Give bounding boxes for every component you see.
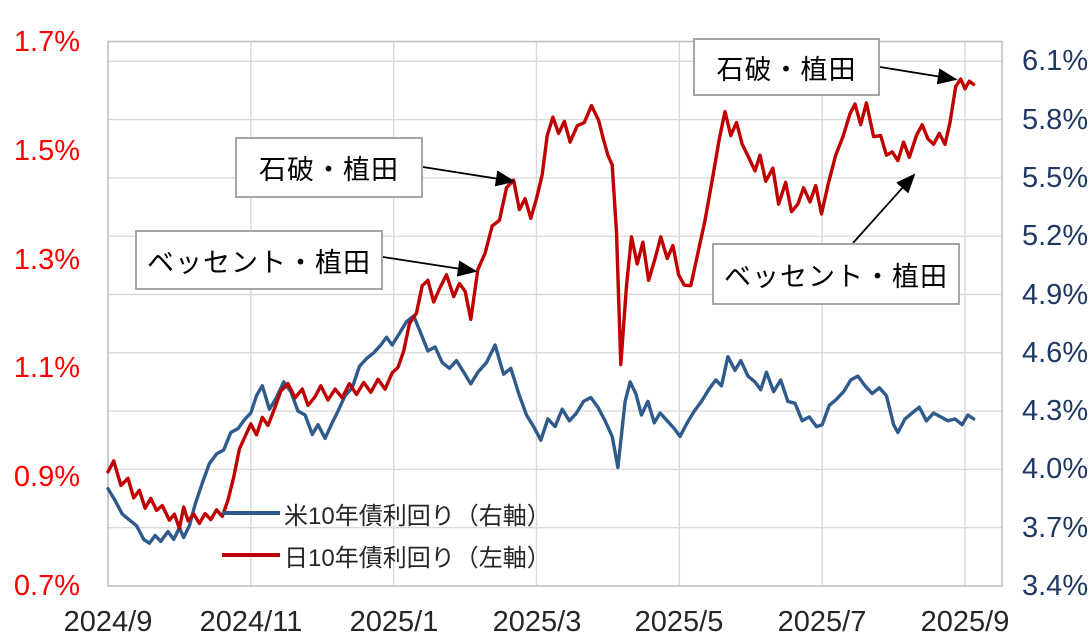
annotation-arrow — [879, 66, 958, 85]
right-axis-tick: 4.3% — [1022, 395, 1089, 427]
right-axis-tick: 4.0% — [1022, 453, 1089, 485]
x-axis-tick: 2024/11 — [199, 606, 303, 638]
us-10y-line — [106, 314, 976, 545]
legend-label-jp: 日10年債利回り（左軸） — [284, 544, 551, 572]
x-axis-tick: 2025/9 — [920, 606, 1010, 638]
legend-item-jp: 日10年債利回り（左軸） — [222, 534, 551, 576]
x-axis-tick: 2025/7 — [777, 606, 867, 638]
annotation-arrow — [852, 173, 916, 244]
annotation-bessent-ueda-left: ベッセント・植田 — [135, 230, 383, 290]
left-axis-tick: 1.5% — [13, 135, 80, 167]
right-axis-tick: 4.9% — [1022, 279, 1089, 311]
plot-border — [107, 40, 1003, 587]
annotation-ishiba-ueda-left: 石破・植田 — [235, 137, 423, 198]
x-axis-tick: 2024/9 — [63, 606, 153, 638]
legend: 米10年債利回り（右軸） 日10年債利回り（左軸） — [222, 492, 551, 576]
right-axis-tick: 6.1% — [1022, 45, 1089, 77]
left-axis-tick: 1.7% — [13, 26, 80, 58]
annotation-arrow — [422, 166, 516, 187]
left-axis-tick: 0.7% — [13, 570, 80, 602]
us-line-swatch — [222, 511, 280, 515]
annotation-arrow — [382, 256, 478, 277]
left-axis-tick: 1.1% — [13, 352, 80, 384]
x-axis-tick: 2025/3 — [492, 606, 582, 638]
jp-10y-line — [106, 77, 976, 530]
annotation-ishiba-ueda-right: 石破・植田 — [693, 38, 880, 96]
left-axis-tick: 1.3% — [13, 244, 80, 276]
jp-line-swatch — [222, 553, 280, 557]
x-axis-tick: 2025/5 — [634, 606, 724, 638]
annotation-label: 石破・植田 — [716, 54, 857, 85]
annotation-label: ベッセント・植田 — [724, 261, 948, 292]
right-axis-tick: 5.2% — [1022, 220, 1089, 252]
legend-label-us: 米10年債利回り（右軸） — [284, 502, 551, 530]
right-axis-tick: 4.6% — [1022, 337, 1089, 369]
right-axis-tick: 3.7% — [1022, 512, 1089, 544]
legend-item-us: 米10年債利回り（右軸） — [222, 492, 551, 534]
annotation-label: 石破・植田 — [259, 155, 399, 185]
right-axis-tick: 5.5% — [1022, 162, 1089, 194]
annotation-bessent-ueda-right: ベッセント・植田 — [712, 243, 960, 305]
x-axis-tick: 2025/1 — [349, 606, 439, 638]
annotation-label: ベッセント・植田 — [147, 247, 371, 278]
right-axis-tick: 3.4% — [1022, 570, 1089, 602]
left-axis-tick: 0.9% — [13, 461, 80, 493]
right-axis-tick: 5.8% — [1022, 104, 1089, 136]
